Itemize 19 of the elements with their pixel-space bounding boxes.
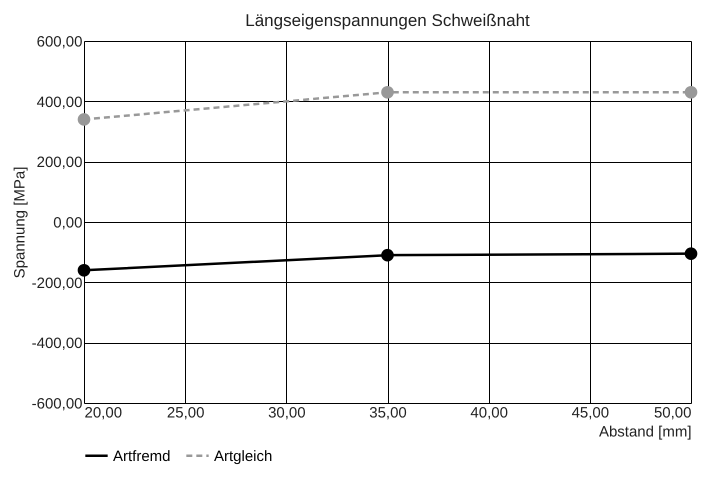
y-tick-label: -600,00 — [32, 396, 82, 412]
x-tick-label: 25,00 — [166, 404, 204, 422]
x-tick-label: 35,00 — [369, 404, 407, 422]
legend-label: Artgleich — [214, 448, 272, 465]
y-tick-label: -200,00 — [32, 274, 82, 292]
legend-label: Artfremd — [113, 448, 171, 465]
x-tick-label: 20,00 — [84, 404, 122, 422]
x-tick-label: 30,00 — [268, 404, 306, 422]
y-axis-title: Spannung [MPa] — [12, 166, 29, 278]
chart-title: Längseigenspannungen Schweißnaht — [245, 11, 530, 30]
x-tick-label: 40,00 — [470, 404, 508, 422]
x-tick-label: 45,00 — [572, 404, 610, 422]
y-tick-label: -400,00 — [32, 335, 82, 352]
y-tick-label: 200,00 — [36, 154, 82, 172]
y-tick-label: 600,00 — [36, 34, 82, 50]
y-tick-label: 0,00 — [53, 214, 82, 232]
y-tick-label: 400,00 — [36, 94, 82, 111]
x-tick-label: 50,00 — [654, 404, 692, 422]
x-axis-title: Abstand [mm] — [598, 424, 692, 440]
